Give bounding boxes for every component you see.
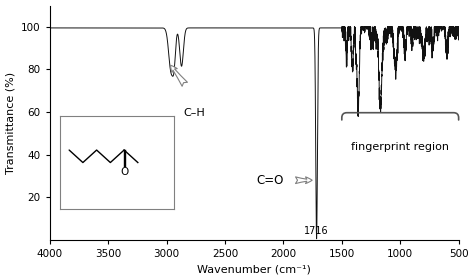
Text: 1716: 1716 (304, 226, 329, 235)
Y-axis label: Transmittance (%): Transmittance (%) (6, 72, 16, 174)
Text: C=O: C=O (256, 174, 283, 187)
Text: fingerprint region: fingerprint region (351, 142, 449, 152)
Text: C–H: C–H (184, 108, 206, 118)
X-axis label: Wavenumber (cm⁻¹): Wavenumber (cm⁻¹) (197, 264, 311, 274)
